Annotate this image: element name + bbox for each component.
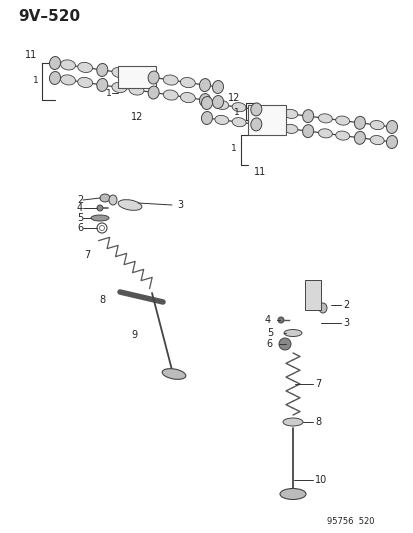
Ellipse shape <box>50 56 60 69</box>
Ellipse shape <box>112 83 126 93</box>
Ellipse shape <box>318 303 326 313</box>
Ellipse shape <box>266 107 280 116</box>
Text: 8: 8 <box>314 417 320 427</box>
Text: 11: 11 <box>254 167 266 177</box>
Bar <box>304 280 320 310</box>
Ellipse shape <box>305 300 319 310</box>
Text: 1: 1 <box>234 108 240 117</box>
Ellipse shape <box>250 103 261 116</box>
Ellipse shape <box>129 70 144 80</box>
Ellipse shape <box>201 96 212 109</box>
Text: 8: 8 <box>100 295 106 305</box>
Ellipse shape <box>109 195 117 205</box>
Ellipse shape <box>118 200 142 211</box>
Ellipse shape <box>214 100 228 109</box>
Ellipse shape <box>232 118 245 127</box>
Text: 3: 3 <box>177 200 183 210</box>
Text: 4: 4 <box>264 315 271 325</box>
Ellipse shape <box>282 418 302 426</box>
Text: 4: 4 <box>77 203 83 213</box>
Ellipse shape <box>162 369 185 379</box>
Ellipse shape <box>335 131 349 140</box>
Ellipse shape <box>163 75 178 85</box>
Text: 6: 6 <box>266 339 272 349</box>
Ellipse shape <box>386 120 396 133</box>
Ellipse shape <box>302 110 313 123</box>
Ellipse shape <box>97 63 107 76</box>
Bar <box>118 66 156 88</box>
Ellipse shape <box>266 122 280 131</box>
Text: 9V–520: 9V–520 <box>18 9 80 23</box>
Ellipse shape <box>97 205 103 211</box>
Ellipse shape <box>60 75 75 85</box>
Ellipse shape <box>283 329 301 336</box>
Text: 12: 12 <box>227 93 240 103</box>
Ellipse shape <box>369 120 383 130</box>
Ellipse shape <box>354 131 365 144</box>
Ellipse shape <box>318 114 332 123</box>
Text: 1: 1 <box>231 143 236 152</box>
Ellipse shape <box>180 93 195 103</box>
Ellipse shape <box>201 111 212 125</box>
Ellipse shape <box>97 223 107 233</box>
Ellipse shape <box>214 115 228 125</box>
Ellipse shape <box>302 125 313 138</box>
Ellipse shape <box>129 85 144 95</box>
Ellipse shape <box>100 194 110 202</box>
Text: 2: 2 <box>342 300 349 310</box>
Ellipse shape <box>212 80 223 93</box>
Text: 7: 7 <box>314 379 320 389</box>
Text: 95756  520: 95756 520 <box>326 518 374 527</box>
Text: 7: 7 <box>83 250 90 260</box>
Ellipse shape <box>97 78 107 92</box>
Text: 5: 5 <box>266 328 272 338</box>
Text: 5: 5 <box>77 213 83 223</box>
Text: 9: 9 <box>132 330 138 340</box>
Ellipse shape <box>277 317 283 323</box>
Ellipse shape <box>112 67 126 77</box>
Bar <box>247 105 285 135</box>
Ellipse shape <box>354 116 365 130</box>
Ellipse shape <box>369 135 383 144</box>
Text: 6: 6 <box>77 223 83 233</box>
Ellipse shape <box>78 77 93 87</box>
Ellipse shape <box>335 116 349 125</box>
Ellipse shape <box>60 60 75 70</box>
Ellipse shape <box>232 103 245 112</box>
Ellipse shape <box>148 71 159 84</box>
Text: 12: 12 <box>131 112 143 122</box>
Ellipse shape <box>283 124 297 133</box>
Ellipse shape <box>386 135 396 149</box>
Text: 1: 1 <box>106 88 112 98</box>
Ellipse shape <box>199 78 210 92</box>
Ellipse shape <box>278 338 290 350</box>
Text: 10: 10 <box>314 475 326 485</box>
Ellipse shape <box>199 94 210 107</box>
Ellipse shape <box>163 90 178 100</box>
Text: 2: 2 <box>77 195 83 205</box>
Ellipse shape <box>91 215 109 221</box>
Ellipse shape <box>99 225 104 230</box>
Ellipse shape <box>250 118 261 131</box>
Ellipse shape <box>78 62 93 72</box>
Ellipse shape <box>212 95 223 109</box>
Ellipse shape <box>180 77 195 87</box>
Text: 3: 3 <box>342 318 348 328</box>
Text: 11: 11 <box>25 50 37 60</box>
Ellipse shape <box>50 71 60 84</box>
Ellipse shape <box>318 129 332 138</box>
Ellipse shape <box>279 489 305 499</box>
Text: 1: 1 <box>33 76 39 85</box>
Ellipse shape <box>283 109 297 118</box>
Ellipse shape <box>148 86 159 99</box>
